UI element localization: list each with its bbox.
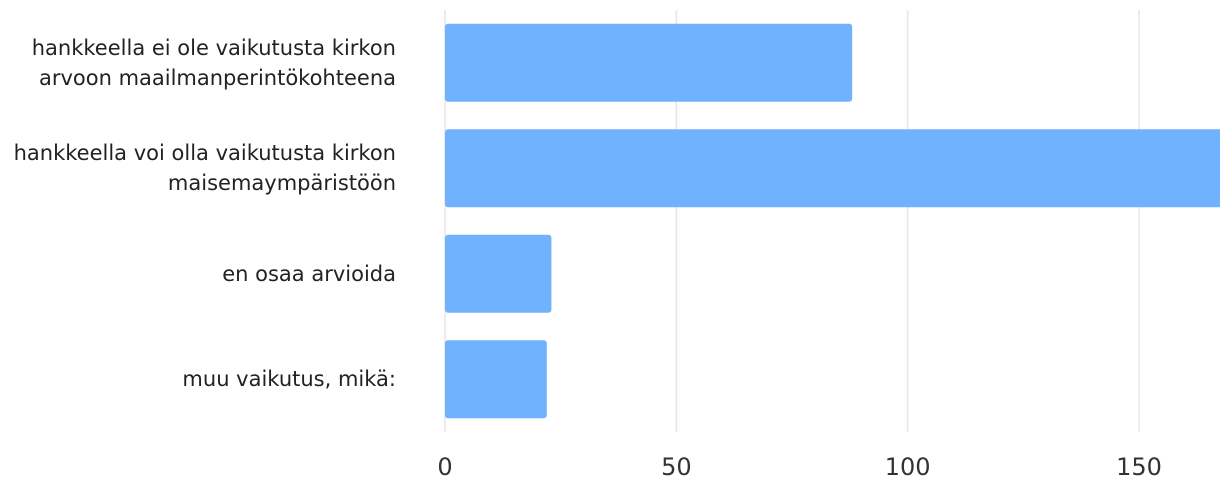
y-tick-label: muu vaikutus, mikä: <box>182 367 396 392</box>
bar <box>445 234 552 313</box>
x-tick-label: 100 <box>885 453 931 481</box>
y-tick-label: en osaa arvioida <box>222 261 396 286</box>
y-tick-label: hankkeella voi olla vaikutusta kirkon ma… <box>13 141 396 196</box>
bar <box>445 129 1220 208</box>
x-tick-label: 150 <box>1116 453 1162 481</box>
x-tick-label: 0 <box>437 453 452 481</box>
y-tick-label: hankkeella ei ole vaikutusta kirkon arvo… <box>31 35 396 90</box>
x-tick-label: 50 <box>661 453 692 481</box>
bar <box>445 340 547 419</box>
bar <box>445 23 853 102</box>
